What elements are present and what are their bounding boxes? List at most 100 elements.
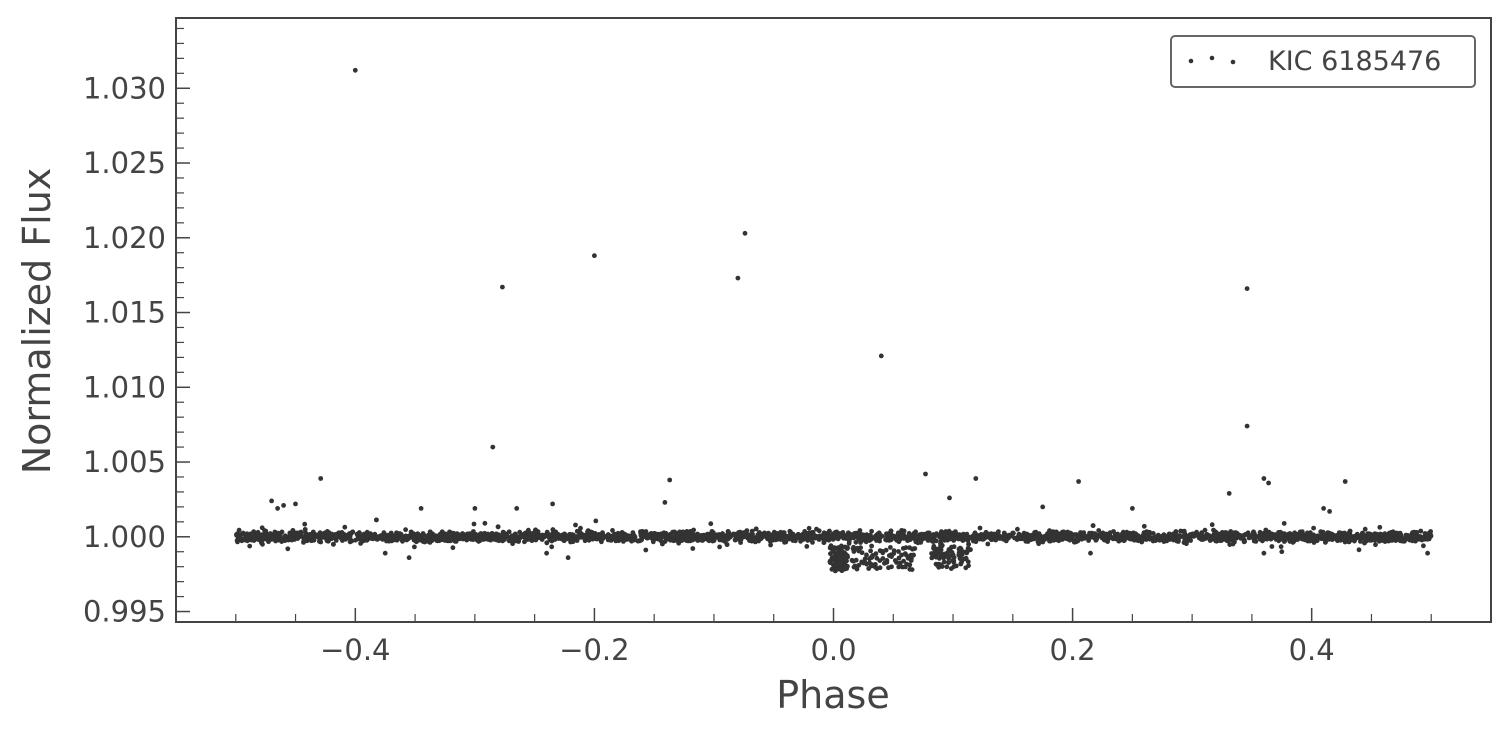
data-point [857,536,863,542]
data-point [721,535,727,541]
data-point [302,527,308,532]
data-point [717,544,722,550]
data-point [311,537,317,543]
dip-point [896,549,901,554]
data-point [871,535,877,541]
data-point [610,528,615,533]
data-point [731,532,737,538]
data-point [605,532,611,538]
data-point [494,537,499,543]
dip-point [855,546,861,551]
dip-point [951,564,957,570]
data-point [1428,533,1433,538]
data-point [1000,536,1006,541]
data-point [1300,536,1306,542]
data-point [938,534,944,540]
data-point [1071,537,1077,543]
data-point [926,532,932,537]
data-point [343,536,349,542]
data-point [1078,530,1083,535]
data-point [1418,528,1424,534]
data-point [1180,529,1185,534]
data-point [802,530,808,536]
data-point [686,533,692,538]
data-point [583,534,589,540]
outlier-point [1076,479,1081,484]
data-point [1015,526,1020,532]
data-point [1299,529,1305,535]
data-point [1120,529,1126,535]
data-point [720,531,725,537]
data-point [1320,531,1326,537]
data-point [482,520,488,526]
data-point [919,535,925,540]
data-point [948,535,954,541]
data-point [394,535,400,541]
dip-point [843,559,848,564]
dip-point [836,551,841,557]
data-point [317,539,322,544]
outlier-point [565,555,571,561]
data-point [574,528,580,534]
data-point [411,535,416,541]
data-point [906,531,912,536]
data-point [1056,538,1062,544]
data-point [403,527,408,533]
data-point [1150,531,1156,536]
outlier-point [878,353,884,359]
outlier-point [1342,479,1348,484]
data-point [1065,529,1070,535]
data-point [703,533,709,539]
data-point [966,541,971,547]
data-point [1249,534,1255,540]
dip-point [944,564,950,570]
dip-point [946,554,952,560]
data-point [1229,535,1235,541]
data-point [1056,534,1062,539]
outlier-point [418,506,424,511]
data-point [1173,529,1179,535]
data-point [517,529,523,535]
data-point [889,536,894,541]
outlier-point [1261,550,1267,556]
data-point [1017,536,1023,542]
data-point [586,537,592,543]
data-point [643,532,649,537]
data-point [290,528,296,533]
data-point [323,533,329,539]
data-point [972,530,978,536]
data-point [571,537,576,542]
axes: −0.4 −0.2 0.0 0.2 0.4 0.995 1.000 1.005 1.010 1.0… [83,17,1492,667]
data-point [272,529,278,535]
data-point [992,531,998,537]
data-point [442,537,447,543]
x-tick-label: −0.4 [320,633,390,667]
data-point [834,535,840,540]
data-point [562,531,567,537]
data-point [804,544,810,549]
data-point [679,538,685,543]
data-point [270,534,276,539]
data-point [443,533,448,539]
data-point [975,535,980,541]
data-point [875,534,881,540]
data-point [1320,536,1326,541]
data-point [240,530,246,536]
data-point [1376,538,1382,544]
dip-point [868,563,874,569]
data-point [447,529,452,535]
data-point [660,541,665,547]
data-point [1107,533,1113,538]
data-point [589,530,595,535]
data-point [1314,538,1319,543]
data-point [1278,529,1283,535]
data-point [1409,533,1415,539]
data-point [257,532,263,538]
data-point [308,535,314,541]
dip-point [896,555,902,561]
dip-point [902,551,908,556]
data-point [424,536,430,542]
dip-point [960,556,966,562]
dip-point [901,558,906,564]
x-tick-label: −0.2 [559,633,629,667]
